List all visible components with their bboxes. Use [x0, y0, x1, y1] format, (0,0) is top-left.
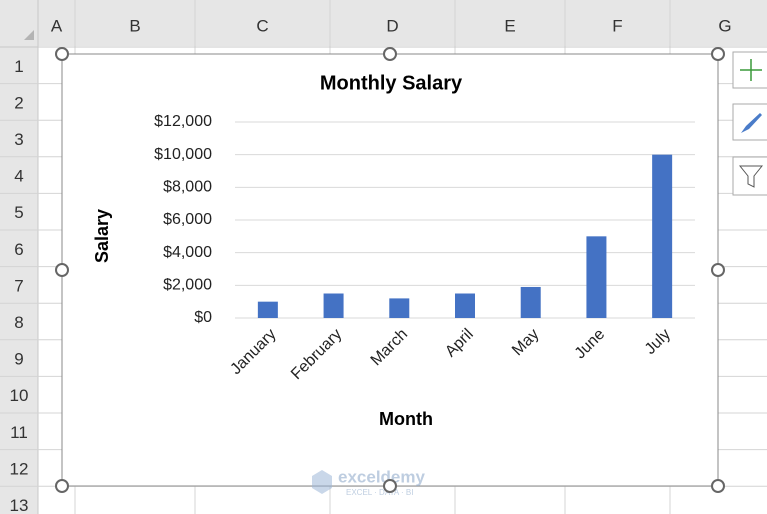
column-header: A [51, 16, 63, 35]
chart-side-buttons [732, 51, 767, 196]
row-header: 9 [14, 350, 23, 369]
chart-styles-button[interactable] [732, 103, 767, 141]
filter-icon [738, 165, 764, 188]
watermark-tagline: EXCEL · DATA · BI [346, 488, 413, 497]
resize-handle[interactable] [711, 263, 725, 277]
resize-handle[interactable] [383, 479, 397, 493]
plus-icon [740, 59, 762, 81]
column-header: F [612, 16, 622, 35]
row-header: 2 [14, 93, 23, 112]
y-tick-label: $12,000 [154, 113, 212, 130]
bar [323, 293, 344, 318]
select-all[interactable] [24, 30, 34, 40]
chart-filters-button[interactable] [732, 156, 767, 196]
resize-handle[interactable] [55, 479, 69, 493]
chart-title: Monthly Salary [320, 72, 463, 94]
chart-area[interactable] [61, 53, 719, 487]
row-header: 3 [14, 130, 23, 149]
resize-handle[interactable] [383, 47, 397, 61]
bar [652, 154, 673, 318]
watermark: exceldemy EXCEL · DATA · BI [312, 467, 425, 497]
y-tick-label: $6,000 [163, 211, 212, 228]
row-header-bar [0, 0, 38, 514]
resize-handle[interactable] [711, 47, 725, 61]
y-tick-label: $2,000 [163, 277, 212, 294]
row-header: 5 [14, 203, 23, 222]
resize-handle[interactable] [55, 263, 69, 277]
column-header: C [256, 16, 268, 35]
bar [586, 236, 607, 318]
resize-handle[interactable] [55, 47, 69, 61]
y-tick-label: $10,000 [154, 146, 212, 163]
watermark-icon [312, 470, 332, 494]
row-header: 7 [14, 276, 23, 295]
resize-handle[interactable] [711, 479, 725, 493]
y-axis-title: Salary [92, 209, 112, 263]
row-header: 11 [10, 423, 28, 442]
bar [389, 298, 410, 318]
row-header: 6 [14, 240, 23, 259]
column-header: B [129, 16, 140, 35]
bar [257, 301, 278, 318]
x-axis-title: Month [379, 409, 433, 429]
bar [520, 286, 541, 318]
watermark-brand: exceldemy [338, 467, 425, 486]
column-header: E [504, 16, 515, 35]
row-header: 1 [14, 57, 23, 76]
row-header: 12 [10, 459, 29, 478]
column-header-bar [0, 0, 767, 46]
bar [455, 293, 475, 318]
y-tick-label: $8,000 [163, 179, 212, 196]
column-header: G [718, 16, 731, 35]
row-header: 13 [10, 496, 29, 514]
brush-icon [741, 113, 762, 133]
row-header: 10 [10, 386, 29, 405]
row-header: 4 [14, 167, 23, 186]
row-header: 8 [14, 313, 23, 332]
y-tick-label: $4,000 [163, 244, 212, 261]
column-header: D [386, 16, 398, 35]
y-tick-label: $0 [194, 309, 212, 326]
